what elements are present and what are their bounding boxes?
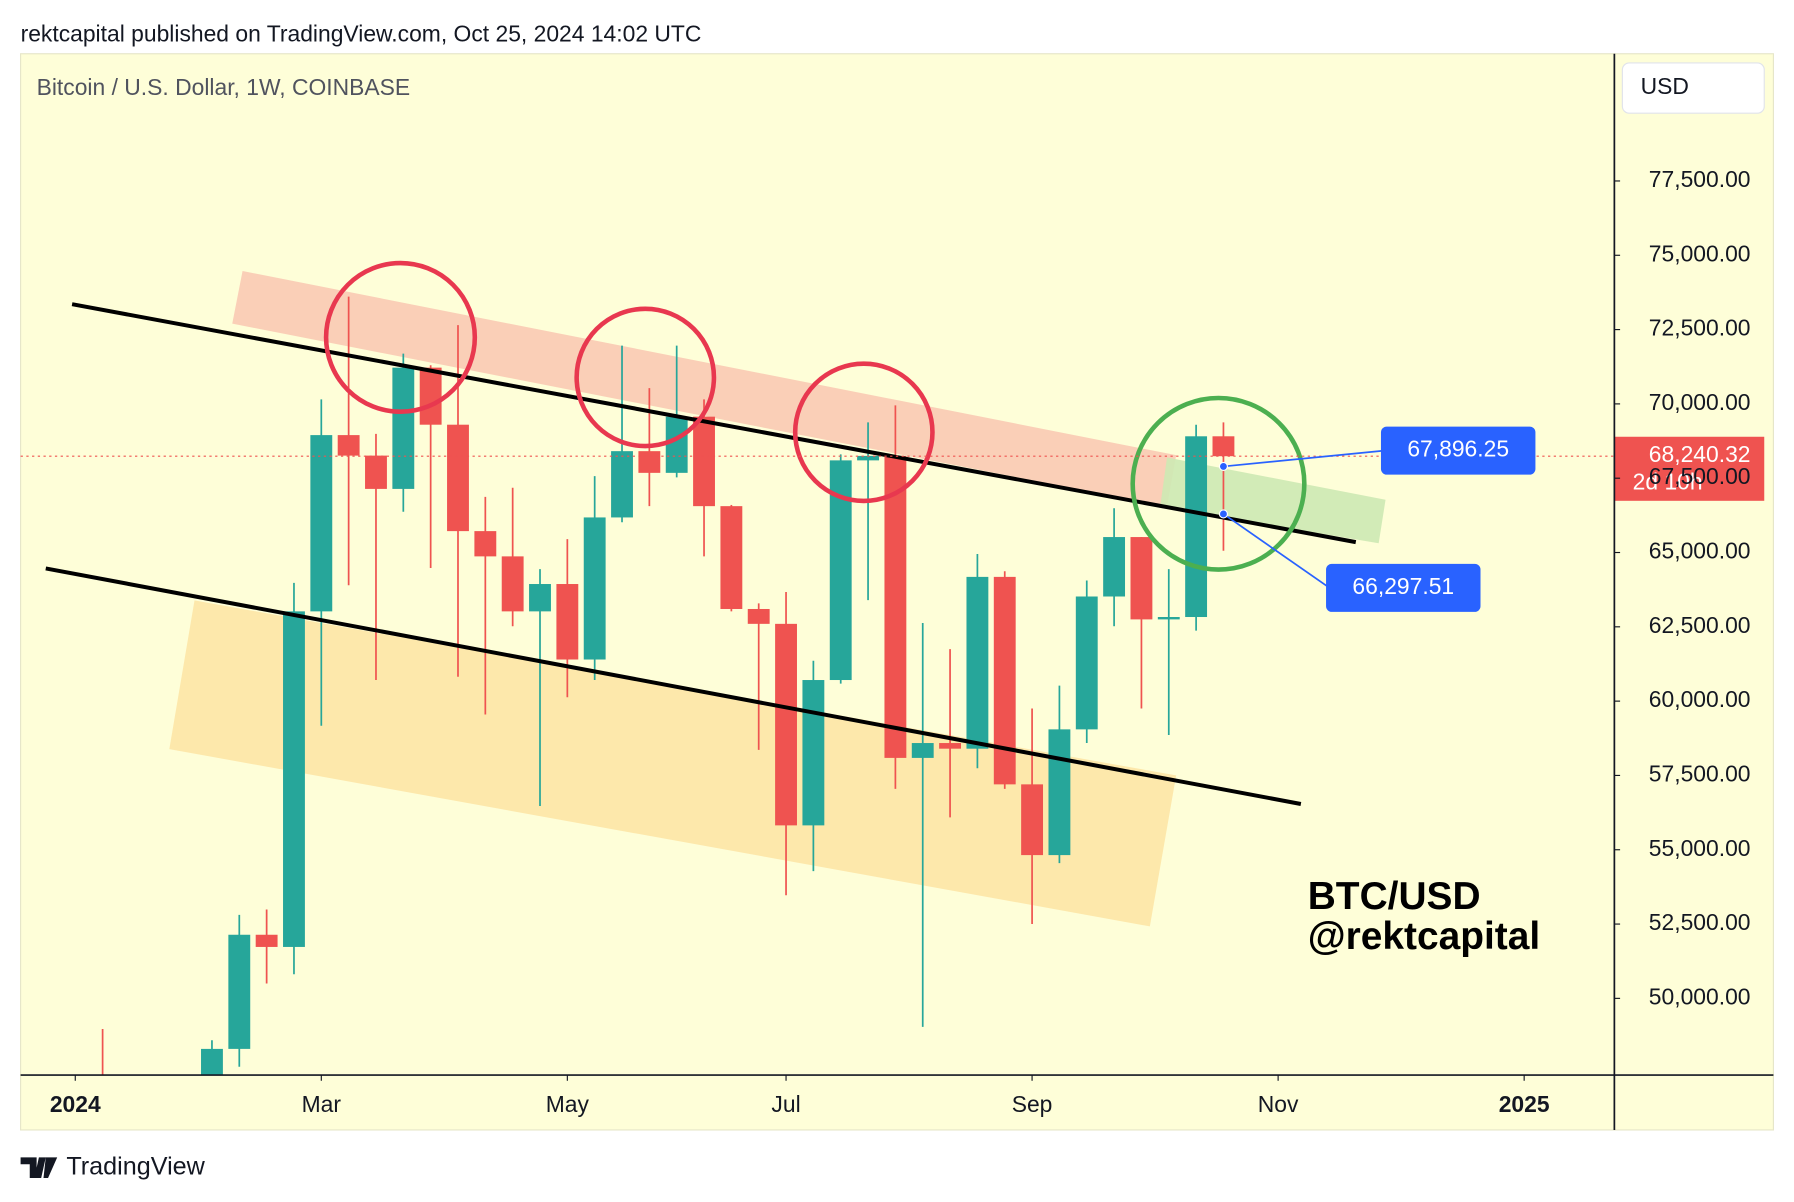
candle-body <box>1130 537 1153 620</box>
candle-body <box>310 435 333 612</box>
rejection-circle <box>574 306 717 449</box>
x-tick-label: May <box>546 1091 590 1117</box>
drawings <box>169 271 1386 927</box>
x-tick-label: 2024 <box>50 1091 101 1117</box>
candle-body <box>337 435 360 456</box>
y-tick-label: 57,500.00 <box>1649 760 1751 786</box>
last-price-box <box>1614 436 1765 501</box>
watermark: @rektcapital <box>1308 915 1540 958</box>
publish-header: rektcapital published on TradingView.com… <box>21 21 702 47</box>
annotation-label: 66,297.51 <box>1352 573 1454 599</box>
x-tick-label: Nov <box>1258 1091 1299 1117</box>
candle-body <box>802 680 825 826</box>
y-tick-label: 52,500.00 <box>1649 909 1751 935</box>
candle-body <box>447 424 469 532</box>
candle-body <box>392 367 415 489</box>
annotation-label: 67,896.25 <box>1407 436 1509 462</box>
candle-body <box>775 623 797 826</box>
candle-body <box>966 576 989 749</box>
currency-button[interactable] <box>1621 62 1765 114</box>
y-tick-label: 55,000.00 <box>1649 835 1751 861</box>
last-price-label: 68,240.32 <box>1649 441 1751 467</box>
y-tick-label: 75,000.00 <box>1649 240 1751 266</box>
candle-body <box>474 531 497 557</box>
tradingview-logo: TradingView <box>20 1152 206 1180</box>
y-tick-label: 72,500.00 <box>1649 315 1751 341</box>
upper-trendline <box>71 302 1357 545</box>
candle-body <box>201 1048 223 1076</box>
y-tick-label: 70,000.00 <box>1649 389 1751 415</box>
lower-trendline <box>45 566 1302 806</box>
logo-text: TradingView <box>66 1152 205 1180</box>
candle-body <box>501 556 524 612</box>
annotation-leader <box>1223 449 1385 468</box>
x-tick-label: Sep <box>1012 1091 1053 1117</box>
annotation-box <box>1380 426 1536 475</box>
x-tick-label: Mar <box>302 1091 342 1117</box>
rejection-circle <box>323 260 478 415</box>
retest-zone <box>1160 457 1386 544</box>
candle-body <box>1103 537 1126 597</box>
currency-label: USD <box>1641 73 1689 99</box>
candle-body <box>884 455 907 758</box>
support-zone <box>169 600 1177 927</box>
x-tick-label: 2025 <box>1499 1091 1550 1117</box>
y-tick-label: 50,000.00 <box>1649 983 1751 1009</box>
candle-body <box>228 934 251 1049</box>
candle-body <box>1185 436 1208 618</box>
candle-body <box>911 743 934 758</box>
candle-body <box>583 517 606 660</box>
candle-body <box>693 416 715 507</box>
overlays <box>45 260 1357 806</box>
rejection-circle <box>792 361 935 504</box>
candle-body <box>1021 784 1044 856</box>
annotation-leader <box>1222 513 1330 589</box>
annotation-point <box>1218 461 1229 472</box>
candle-body <box>1075 596 1098 730</box>
candle-body <box>857 455 879 461</box>
y-tick-label: 62,500.00 <box>1649 612 1751 638</box>
candle-body <box>829 460 852 681</box>
candle-body <box>939 743 962 749</box>
candle-body <box>720 506 743 609</box>
candle-body <box>1157 617 1180 620</box>
candle-body <box>993 576 1016 785</box>
candle-body <box>365 455 387 489</box>
candle-body <box>556 584 579 660</box>
watermark: BTC/USD <box>1308 875 1481 918</box>
resistance-zone <box>232 271 1177 507</box>
y-tick-label: 65,000.00 <box>1649 538 1751 564</box>
candle-body <box>529 584 551 612</box>
x-tick-label: Jul <box>771 1091 800 1117</box>
candle-body <box>638 451 661 473</box>
candle-body <box>665 416 688 473</box>
annotation-box <box>1326 563 1481 612</box>
y-tick-label: 77,500.00 <box>1649 166 1751 192</box>
candle-body <box>611 451 633 518</box>
candle-body <box>419 367 442 425</box>
candle-body <box>255 934 278 947</box>
breakout-circle <box>1130 395 1307 572</box>
candle-body <box>747 608 770 624</box>
annotation-point <box>1218 509 1229 519</box>
logo-icon <box>20 1157 58 1178</box>
candle-body <box>1048 729 1071 856</box>
candles <box>101 296 1235 1076</box>
y-tick-label: 60,000.00 <box>1649 686 1751 712</box>
symbol-title: Bitcoin / U.S. Dollar, 1W, COINBASE <box>37 74 411 100</box>
y-tick-label: 67,500.00 <box>1649 463 1751 489</box>
candle-body <box>1212 436 1235 457</box>
candle-body <box>283 611 305 947</box>
countdown-label: 2d 10h <box>1633 469 1703 495</box>
